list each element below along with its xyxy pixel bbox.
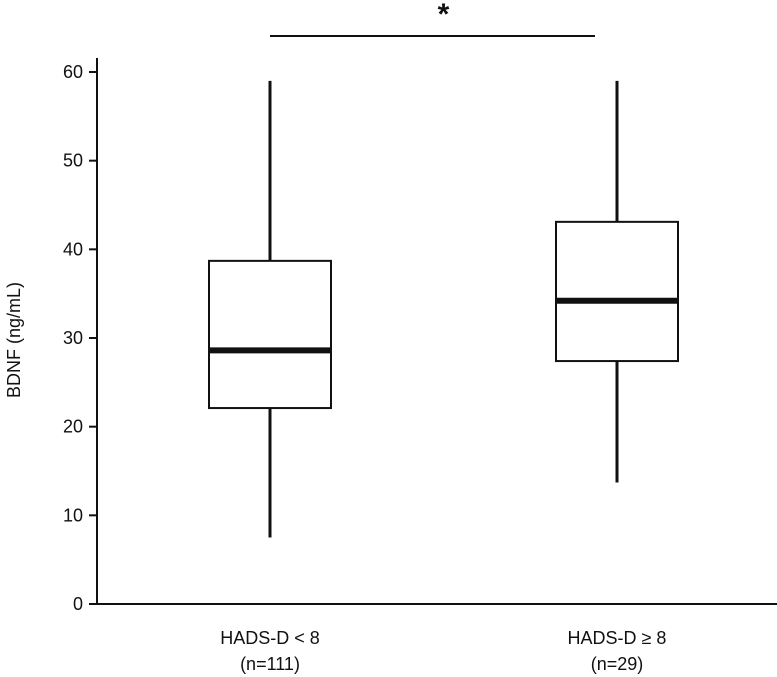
y-tick-label: 50 [63,151,83,171]
y-tick-label: 30 [63,328,83,348]
category-n-label: (n=111) [240,654,300,674]
y-tick-label: 40 [63,239,83,259]
iqr-box [208,259,332,410]
y-tick-label: 20 [63,417,83,437]
category-labels: HADS-D < 8 (n=111) HADS-D ≥ 8 (n=29) [220,628,666,674]
y-tick-label: 10 [63,505,83,525]
iqr-box [555,220,679,363]
category-label: HADS-D ≥ 8 [568,628,667,648]
y-tick-label: 0 [73,594,83,614]
y-tick-label: 60 [63,62,83,82]
significance-annotation: * [270,0,595,37]
category-n-label: (n=29) [591,654,644,674]
boxes [208,80,679,538]
y-axis-label: BDNF (ng/mL) [4,282,24,398]
category-label: HADS-D < 8 [220,628,320,648]
significance-marker: * [438,0,450,31]
y-ticks: 0 10 20 30 40 50 60 [63,62,97,614]
